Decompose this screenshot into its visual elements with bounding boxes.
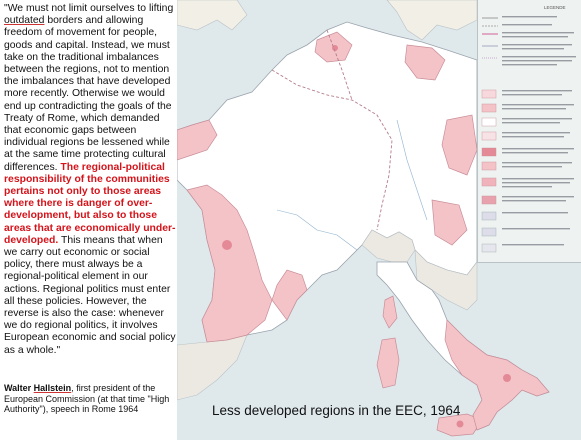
benelux-border (326, 29, 353, 101)
southern-italy-region (444, 319, 550, 431)
dark-pocket-3 (456, 420, 464, 428)
legend-title: LEGENDE (544, 5, 566, 10)
river-1 (276, 209, 358, 251)
dark-pocket-2 (503, 374, 511, 382)
switzerland-land (361, 229, 416, 263)
dark-pocket-1 (222, 240, 232, 250)
brittany-region (177, 119, 218, 161)
quote-text-2: This means that when we carry out econom… (4, 234, 176, 356)
eec-regions-map: LEGENDE (177, 0, 581, 440)
legend-swatches (481, 89, 497, 253)
bavaria-region (431, 199, 468, 246)
legend-lines (482, 17, 498, 59)
map-legend: LEGENDE (477, 0, 581, 263)
britain-land (177, 0, 248, 31)
legend-graphic: LEGENDE (481, 5, 576, 253)
north-germany-region (404, 44, 446, 81)
france-germany-border (271, 69, 393, 231)
eastern-border-region (441, 114, 478, 176)
quote-attribution: Walter Hallstein, first president of the… (4, 383, 179, 415)
quote-text-1c: borders and allowing freedom of movement… (4, 15, 172, 173)
attribution-name-last: Hallstein (33, 383, 72, 393)
sardinia-region (376, 337, 400, 389)
quote-text-1a: "We must not limit ourselves to lifting (4, 3, 174, 14)
western-france-region (186, 184, 273, 343)
attribution-rest: , first president of the European Commis… (4, 383, 170, 415)
hallstein-quote: "We must not limit ourselves to lifting … (4, 3, 177, 357)
map-caption: Less developed regions in the EEC, 1964 (212, 403, 461, 418)
corsica-region (382, 295, 398, 329)
massif-central-region (271, 269, 308, 321)
attribution-name-first: Walter (4, 383, 34, 393)
quote-highlight: The regional-political responsibility of… (4, 161, 176, 246)
legend-text-lines (502, 16, 576, 246)
quote-underlined-word: outdated (4, 15, 45, 27)
river-2 (396, 119, 428, 221)
